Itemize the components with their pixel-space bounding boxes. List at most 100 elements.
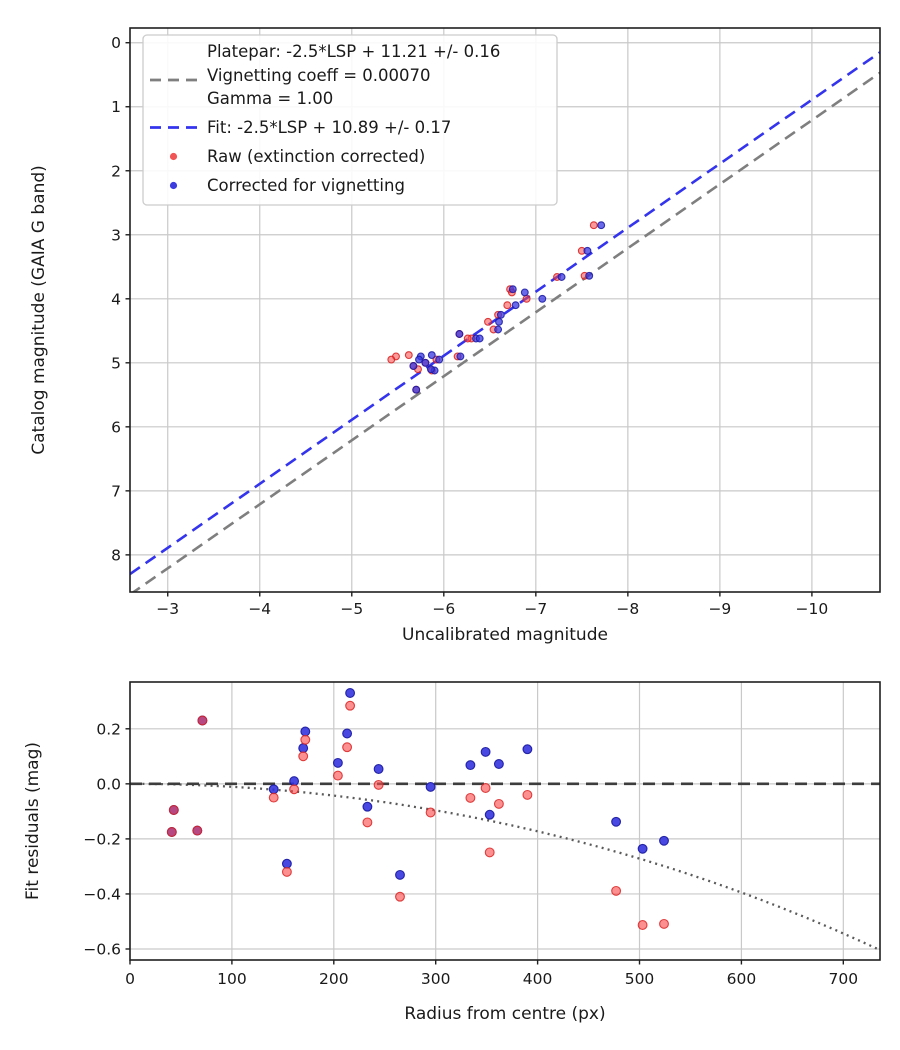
data-point xyxy=(281,858,292,869)
data-point xyxy=(197,715,208,726)
y-tick-label: −0.4 xyxy=(83,885,121,903)
data-point xyxy=(332,757,343,768)
x-ticks: −3 −4 −5 −6 −7 −8 −9 −10 xyxy=(156,592,828,618)
data-point xyxy=(268,792,279,803)
data-point xyxy=(493,759,504,769)
legend-label: Fit: -2.5*LSP + 10.89 +/- 0.17 xyxy=(207,118,451,137)
axes-spines xyxy=(129,27,881,593)
data-point xyxy=(522,744,533,755)
data-point xyxy=(637,843,648,854)
data-point xyxy=(496,310,505,319)
x-tick-label: 700 xyxy=(829,970,859,988)
data-point xyxy=(166,827,177,837)
data-point xyxy=(300,726,311,737)
data-point xyxy=(611,816,622,827)
x-tick-label: 200 xyxy=(319,970,349,988)
data-point xyxy=(415,355,423,364)
fit-line xyxy=(130,51,880,576)
x-tick-label: −8 xyxy=(616,600,639,618)
data-point xyxy=(345,688,356,698)
legend-label: Platepar: -2.5*LSP + 11.21 +/- 0.16 xyxy=(207,42,500,61)
top-xaxis-label: Uncalibrated magnitude xyxy=(402,625,608,645)
y-tick-label: 4 xyxy=(111,290,121,308)
y-tick-label: 7 xyxy=(111,482,121,500)
top-plot: −3 −4 −5 −6 −7 −8 −9 −10 0 1 2 3 4 5 6 7 8 Platepar: -2.5… xyxy=(111,27,881,618)
legend-label: Corrected for vignetting xyxy=(207,176,405,195)
data-point xyxy=(298,751,309,762)
data-point xyxy=(373,764,384,774)
y-tick-label: 0.2 xyxy=(96,720,121,738)
data-point xyxy=(589,221,598,230)
legend-label: Vignetting coeff = 0.00070 xyxy=(207,66,431,85)
y-ticks: 0 1 2 3 4 5 6 7 8 xyxy=(111,34,130,564)
data-point xyxy=(342,742,353,753)
data-point xyxy=(268,784,279,795)
data-point xyxy=(480,746,491,757)
data-point xyxy=(412,385,421,394)
x-tick-label: −9 xyxy=(708,600,731,618)
data-point xyxy=(465,792,476,803)
y-tick-label: −0.2 xyxy=(83,830,121,848)
data-point xyxy=(387,355,396,364)
data-point xyxy=(427,351,436,360)
data-point xyxy=(659,918,669,929)
x-tick-label: −4 xyxy=(248,600,271,618)
legend-label: Gamma = 1.00 xyxy=(207,89,333,108)
data-point xyxy=(300,734,311,745)
corrected-series xyxy=(409,221,606,394)
data-point xyxy=(426,365,435,374)
grid xyxy=(129,682,880,960)
data-point xyxy=(168,805,179,815)
y-tick-label: −0.6 xyxy=(83,940,121,958)
data-point xyxy=(425,807,436,818)
x-tick-label: −3 xyxy=(156,600,179,618)
data-point xyxy=(520,288,529,297)
legend-dot-sample xyxy=(169,181,178,190)
legend-entry-line1: Fit: -2.5*LSP + 10.89 +/- 0.17 xyxy=(150,118,451,137)
top-yaxis-label: Catalog magnitude (GAIA G band) xyxy=(29,165,49,455)
y-tick-label: 8 xyxy=(111,546,121,564)
data-point xyxy=(342,728,353,739)
y-ticks: 0.2 0.0 −0.2 −0.4 −0.6 xyxy=(83,720,130,958)
data-point xyxy=(475,334,484,343)
data-point xyxy=(659,835,669,846)
data-point xyxy=(597,221,606,230)
data-point xyxy=(435,355,444,364)
data-point xyxy=(289,776,300,787)
data-point xyxy=(480,783,491,793)
platepar-line xyxy=(131,71,880,592)
bottom-yaxis-label: Fit residuals (mag) xyxy=(23,742,43,900)
data-point xyxy=(484,317,492,326)
y-tick-label: 3 xyxy=(111,226,121,244)
data-point xyxy=(332,770,343,781)
x-tick-label: 100 xyxy=(217,970,247,988)
x-tick-label: 500 xyxy=(625,970,655,988)
legend-label: Raw (extinction corrected) xyxy=(207,147,425,166)
raw-series xyxy=(166,700,669,930)
data-point xyxy=(637,920,648,930)
data-point xyxy=(362,801,373,812)
data-point xyxy=(362,817,373,828)
y-tick-label: 6 xyxy=(111,418,121,436)
bottom-xaxis-label: Radius from centre (px) xyxy=(404,1004,605,1024)
data-point xyxy=(425,781,436,792)
axes-spines xyxy=(129,681,881,961)
y-tick-label: 1 xyxy=(111,98,121,116)
data-point xyxy=(421,358,430,367)
data-point xyxy=(493,798,504,809)
x-ticks: 0 100 200 300 400 500 600 700 xyxy=(125,960,858,988)
data-point xyxy=(465,760,476,771)
data-point xyxy=(495,317,503,326)
data-point xyxy=(484,809,495,820)
bottom-plot: 0 100 200 300 400 500 600 700 0.2 0.0 −0.2 −0.4 −0.6 xyxy=(83,681,881,988)
data-point xyxy=(511,301,520,310)
data-point xyxy=(522,789,533,800)
y-tick-label: 0.0 xyxy=(96,775,121,793)
data-point xyxy=(395,869,405,880)
data-point xyxy=(538,294,547,303)
y-tick-label: 2 xyxy=(111,162,121,180)
data-point xyxy=(484,847,495,858)
data-point xyxy=(494,325,503,334)
